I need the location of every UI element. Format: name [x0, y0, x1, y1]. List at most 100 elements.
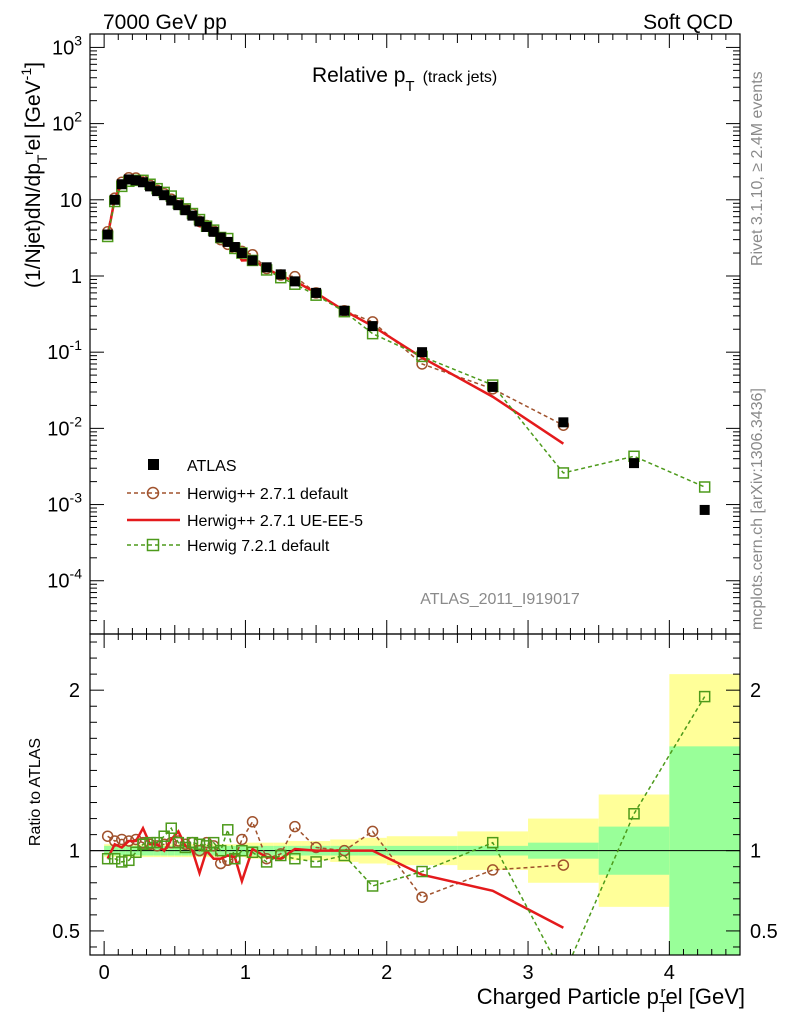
ratio-herwig-7-2-1-default-point	[151, 836, 163, 849]
ratio-y-tick-label-right: 1	[750, 841, 761, 863]
main-atlas-point	[289, 276, 300, 287]
main-atlas-point	[102, 229, 113, 240]
ratio-herwig-7-2-1-default-point	[165, 822, 177, 834]
legend-marker-herwigpp-default	[146, 486, 160, 500]
ratio-herwig-2-7-1-default-point	[310, 841, 322, 854]
ratio-herwig-7-2-1-default-point	[222, 824, 234, 836]
y-tick-label: 102	[52, 109, 82, 136]
main-atlas-point	[215, 232, 226, 243]
plot-title: Relative pT (track jets)	[312, 64, 497, 95]
y-tick-label: 10-2	[47, 413, 82, 440]
ratio-y-tick-label-left: 2	[69, 680, 80, 702]
main-atlas-point	[180, 205, 191, 216]
main-ylabel: (1/Njet)dN/dpTrel [GeV-1]	[18, 62, 50, 288]
legend-label-herwigpp-default: Herwig++ 2.7.1 default	[187, 486, 349, 503]
ratio-xlabel: Charged Particle pTrel [GeV]	[477, 984, 745, 1016]
ratio-herwig-7-2-1-default-point	[628, 808, 640, 820]
plot-title-main: Relative p	[312, 64, 405, 87]
ratio-ylabel: Ratio to ATLAS	[27, 738, 44, 846]
ratio-herwig-2-7-1-default-point	[486, 864, 499, 876]
ratio-herwig-7-2-1-default-point	[193, 838, 206, 851]
main-atlas-point	[222, 236, 233, 247]
x-tick-label: 3	[522, 962, 533, 984]
ratio-herwig-2-7-1-default-point	[116, 833, 128, 846]
ratio-herwig-7-2-1-default-line	[107, 696, 706, 955]
main-series	[101, 171, 711, 515]
y-tick-label: 10	[60, 190, 82, 212]
legend-label-herwig7: Herwig 7.2.1 default	[187, 538, 330, 555]
main-atlas-point	[487, 381, 498, 392]
ratio-herwig-7-2-1-default-point	[130, 846, 142, 859]
main-herwig-7-2-1-default-point	[557, 467, 570, 479]
ratio-herwig-2-7-1-default-point	[366, 825, 379, 838]
ratio-herwig-7-2-1-default-point	[116, 856, 128, 868]
ratio-series-clipped	[101, 690, 711, 955]
plot-title-sub: T	[405, 78, 414, 95]
x-tick-label: 0	[99, 962, 110, 984]
ratio-herwig-7-2-1-default-point	[207, 836, 220, 849]
header-left: 7000 GeV pp	[103, 11, 227, 34]
main-atlas-point	[201, 221, 212, 232]
x-tick-label: 4	[664, 962, 675, 984]
ratio-herwig-7-2-1-default-point	[416, 865, 428, 878]
legend: ATLAS Herwig++ 2.7.1 default Herwig++ 2.…	[127, 458, 363, 555]
main-atlas-point	[166, 195, 177, 206]
ratio-herwig-7-2-1-default-point	[101, 852, 114, 865]
main-atlas-point	[229, 242, 240, 253]
ratio-y-tick-label-left: 1	[69, 841, 80, 863]
legend-label-atlas: ATLAS	[187, 458, 237, 475]
ratio-y-tick-label-left: 0.5	[52, 921, 80, 943]
ratio-herwig-2-7-1-default-point	[557, 859, 570, 871]
y-tick-label: 10-3	[47, 490, 82, 517]
ratio-herwig-7-2-1-default-point	[260, 856, 273, 868]
main-atlas-point	[159, 190, 170, 201]
ratio-y-tick-label-right: 0.5	[750, 921, 778, 943]
ratio-herwig-7-2-1-default-point	[200, 840, 213, 852]
main-atlas-point	[699, 504, 710, 515]
ratio-herwig-7-2-1-default-point	[158, 830, 170, 842]
x-tick-label: 1	[240, 962, 251, 984]
ratio-herwig-7-2-1-default-point	[246, 846, 259, 859]
svg-text:Relative pT(track jets): Relative pT (track jets)	[312, 64, 497, 95]
ratio-herwig-7-2-1-default-point	[108, 852, 121, 865]
ratio-y-tick-label-right: 2	[750, 680, 761, 702]
rivet-label: Rivet 3.1.10, ≥ 2.4M events	[749, 71, 766, 266]
header-right: Soft QCD	[643, 11, 733, 34]
ratio-herwig-7-2-1-default-point	[275, 849, 287, 862]
main-atlas-point	[116, 179, 127, 190]
ratio-uncertainty-bands	[90, 674, 740, 955]
ratio-herwig-7-2-1-default-point	[186, 836, 199, 849]
main-atlas-point	[194, 216, 205, 227]
ratio-herwig-7-2-1-default-point	[137, 838, 149, 851]
ratio-herwig-2-7-1-default-point	[236, 833, 248, 846]
main-atlas-point	[339, 305, 350, 316]
ratio-herwig-7-2-1-default-point	[229, 852, 241, 865]
legend-marker-atlas	[148, 459, 159, 470]
main-herwig-2-7-1-ue-ee-5-line	[106, 176, 565, 445]
main-atlas-point	[152, 186, 163, 197]
main-atlas-point	[275, 269, 286, 280]
main-atlas-point	[261, 262, 272, 273]
main-atlas-point	[173, 200, 184, 211]
main-atlas-point	[187, 210, 198, 221]
legend-marker-herwig7	[146, 538, 160, 552]
ratio-herwig-7-2-1-default-point	[310, 856, 322, 868]
ratio-herwig-7-2-1-default-point	[698, 690, 711, 703]
ratio-herwig-2-7-1-ue-ee-5-line	[106, 825, 564, 929]
ratio-herwig-7-2-1-default-point	[486, 836, 499, 849]
main-atlas-point	[247, 255, 258, 266]
main-atlas-point	[123, 174, 134, 185]
main-atlas-point	[137, 177, 148, 188]
main-atlas-point	[236, 248, 247, 259]
ratio-herwig-2-7-1-default-point	[416, 891, 428, 903]
ratio-herwig-7-2-1-default-point	[144, 836, 156, 849]
ratio-herwig-7-2-1-default-point	[214, 844, 227, 857]
main-atlas-point	[130, 175, 141, 186]
main-atlas-point	[367, 321, 378, 332]
x-tick-label: 2	[381, 962, 392, 984]
main-atlas-point	[109, 194, 120, 205]
y-tick-label: 10-1	[47, 337, 82, 364]
main-atlas-point	[311, 287, 322, 298]
main-atlas-point	[558, 417, 569, 428]
